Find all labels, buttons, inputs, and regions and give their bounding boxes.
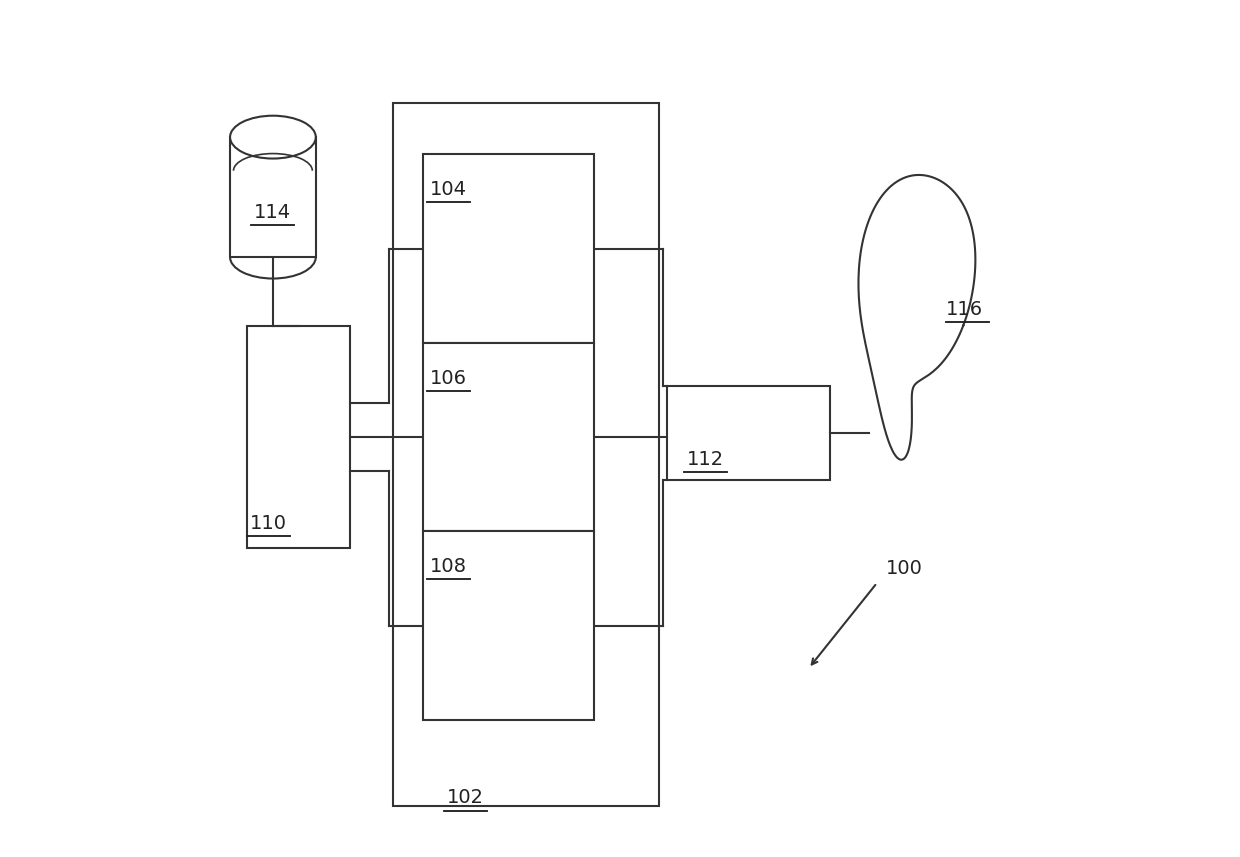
Text: 114: 114 bbox=[254, 203, 291, 222]
Text: 104: 104 bbox=[430, 180, 467, 199]
Text: 108: 108 bbox=[430, 557, 467, 576]
FancyBboxPatch shape bbox=[247, 326, 350, 548]
FancyBboxPatch shape bbox=[423, 154, 594, 343]
Text: 106: 106 bbox=[430, 369, 467, 387]
FancyBboxPatch shape bbox=[423, 343, 594, 531]
Text: 102: 102 bbox=[448, 788, 485, 807]
Text: 100: 100 bbox=[885, 560, 923, 578]
Text: 116: 116 bbox=[946, 300, 983, 319]
FancyBboxPatch shape bbox=[423, 531, 594, 720]
FancyBboxPatch shape bbox=[667, 386, 830, 480]
Ellipse shape bbox=[231, 116, 316, 159]
FancyBboxPatch shape bbox=[231, 137, 316, 257]
FancyBboxPatch shape bbox=[393, 103, 658, 806]
Text: 112: 112 bbox=[687, 450, 724, 469]
Text: 110: 110 bbox=[250, 514, 288, 533]
